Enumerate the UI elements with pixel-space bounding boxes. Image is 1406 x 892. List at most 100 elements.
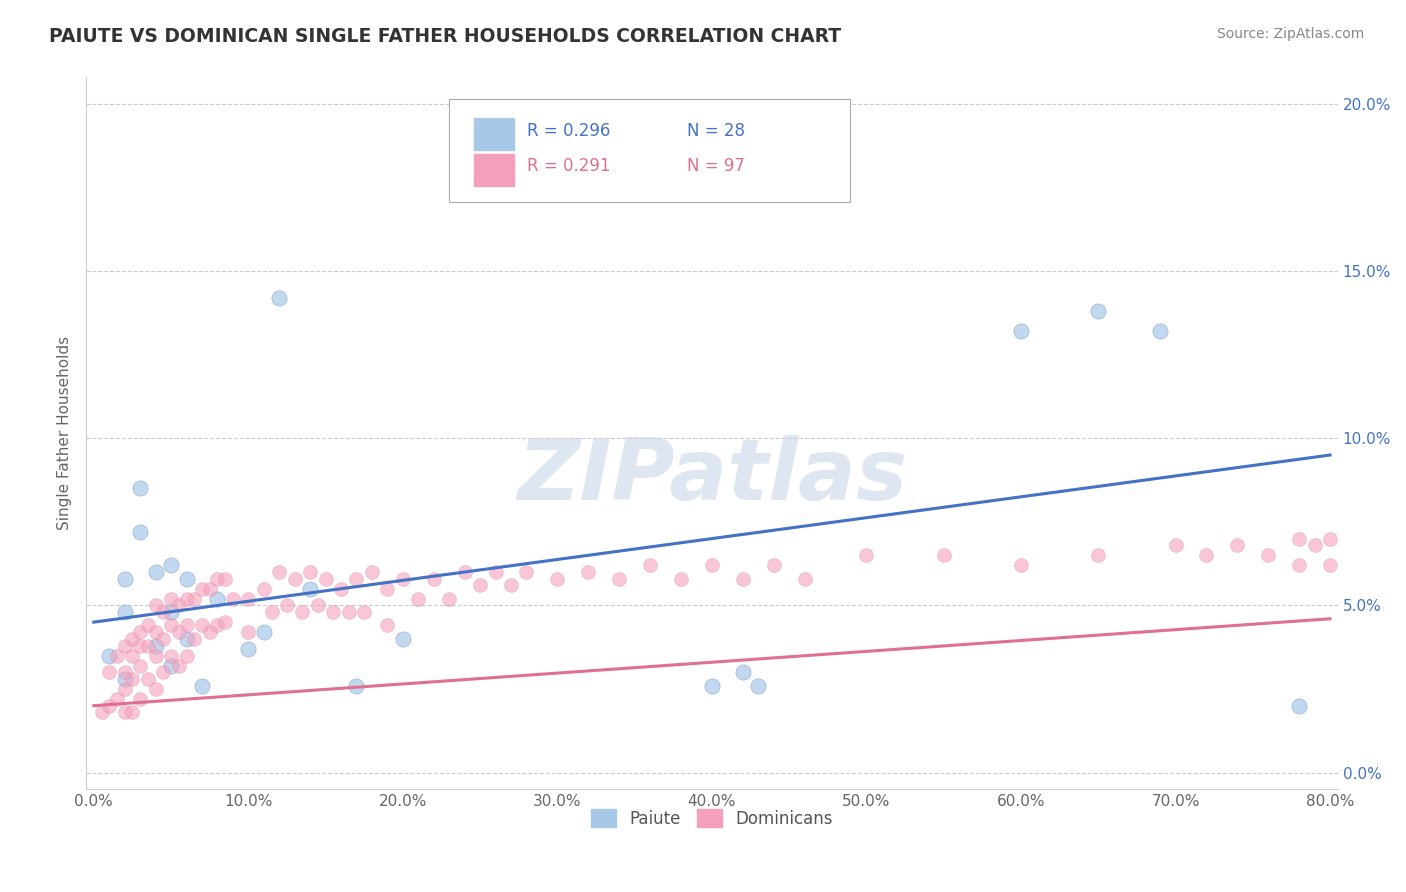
Point: [114, 572, 136, 586]
Point: [1288, 532, 1310, 546]
Point: [607, 572, 630, 586]
Point: [330, 582, 353, 596]
Point: [377, 618, 399, 632]
Point: [269, 565, 291, 579]
Point: [98, 648, 121, 663]
Point: [207, 618, 229, 632]
Point: [183, 591, 205, 606]
Point: [700, 679, 723, 693]
Point: [129, 639, 152, 653]
Point: [546, 572, 568, 586]
Point: [114, 639, 136, 653]
Point: [1288, 558, 1310, 573]
Point: [238, 625, 260, 640]
Point: [160, 618, 183, 632]
Point: [276, 599, 298, 613]
Point: [129, 482, 152, 496]
Point: [731, 572, 754, 586]
Point: [269, 291, 291, 305]
Point: [105, 648, 128, 663]
Point: [499, 578, 522, 592]
Point: [731, 665, 754, 680]
Point: [121, 648, 143, 663]
Point: [121, 672, 143, 686]
Point: [423, 572, 446, 586]
FancyBboxPatch shape: [449, 99, 849, 202]
Point: [238, 591, 260, 606]
Point: [98, 665, 121, 680]
Point: [1010, 558, 1032, 573]
Point: [1288, 698, 1310, 713]
Point: [136, 618, 159, 632]
Point: [176, 632, 198, 646]
Point: [152, 632, 174, 646]
Point: [198, 582, 221, 596]
Point: [136, 639, 159, 653]
Point: [747, 679, 769, 693]
Point: [353, 605, 375, 619]
Point: [167, 658, 190, 673]
Text: N = 28: N = 28: [688, 122, 745, 140]
Point: [284, 572, 307, 586]
Point: [1257, 549, 1279, 563]
Point: [129, 524, 152, 539]
Point: [114, 681, 136, 696]
Point: [121, 632, 143, 646]
Point: [176, 618, 198, 632]
Text: N = 97: N = 97: [688, 157, 745, 176]
Point: [105, 692, 128, 706]
Bar: [474, 153, 515, 186]
Point: [191, 582, 214, 596]
Point: [1149, 325, 1171, 339]
Point: [114, 672, 136, 686]
Point: [253, 582, 276, 596]
Point: [932, 549, 955, 563]
Point: [392, 632, 415, 646]
Point: [90, 706, 112, 720]
Point: [176, 648, 198, 663]
Point: [176, 572, 198, 586]
Point: [1303, 538, 1326, 552]
Point: [700, 558, 723, 573]
Point: [260, 605, 283, 619]
Point: [307, 599, 329, 613]
Point: [114, 665, 136, 680]
Point: [576, 565, 599, 579]
Point: [214, 615, 236, 629]
Point: [207, 572, 229, 586]
Point: [198, 625, 221, 640]
Text: Source: ZipAtlas.com: Source: ZipAtlas.com: [1216, 27, 1364, 41]
Point: [346, 679, 368, 693]
Point: [136, 672, 159, 686]
Point: [121, 706, 143, 720]
Point: [160, 648, 183, 663]
Point: [145, 599, 167, 613]
Point: [361, 565, 384, 579]
Point: [145, 565, 167, 579]
Point: [855, 549, 877, 563]
Bar: [474, 118, 515, 150]
Text: PAIUTE VS DOMINICAN SINGLE FATHER HOUSEHOLDS CORRELATION CHART: PAIUTE VS DOMINICAN SINGLE FATHER HOUSEH…: [49, 27, 841, 45]
Point: [337, 605, 360, 619]
Text: R = 0.291: R = 0.291: [527, 157, 610, 176]
Point: [214, 572, 236, 586]
Point: [114, 706, 136, 720]
Point: [129, 625, 152, 640]
Point: [145, 681, 167, 696]
Legend: Paiute, Dominicans: Paiute, Dominicans: [583, 803, 839, 834]
Point: [1195, 549, 1218, 563]
Point: [152, 665, 174, 680]
Point: [129, 692, 152, 706]
Point: [238, 641, 260, 656]
Point: [1087, 549, 1109, 563]
Point: [167, 599, 190, 613]
Text: R = 0.296: R = 0.296: [527, 122, 610, 140]
Point: [669, 572, 692, 586]
Point: [453, 565, 475, 579]
Point: [638, 558, 661, 573]
Point: [129, 658, 152, 673]
Point: [1319, 558, 1341, 573]
Point: [222, 591, 245, 606]
Point: [145, 648, 167, 663]
Point: [160, 605, 183, 619]
